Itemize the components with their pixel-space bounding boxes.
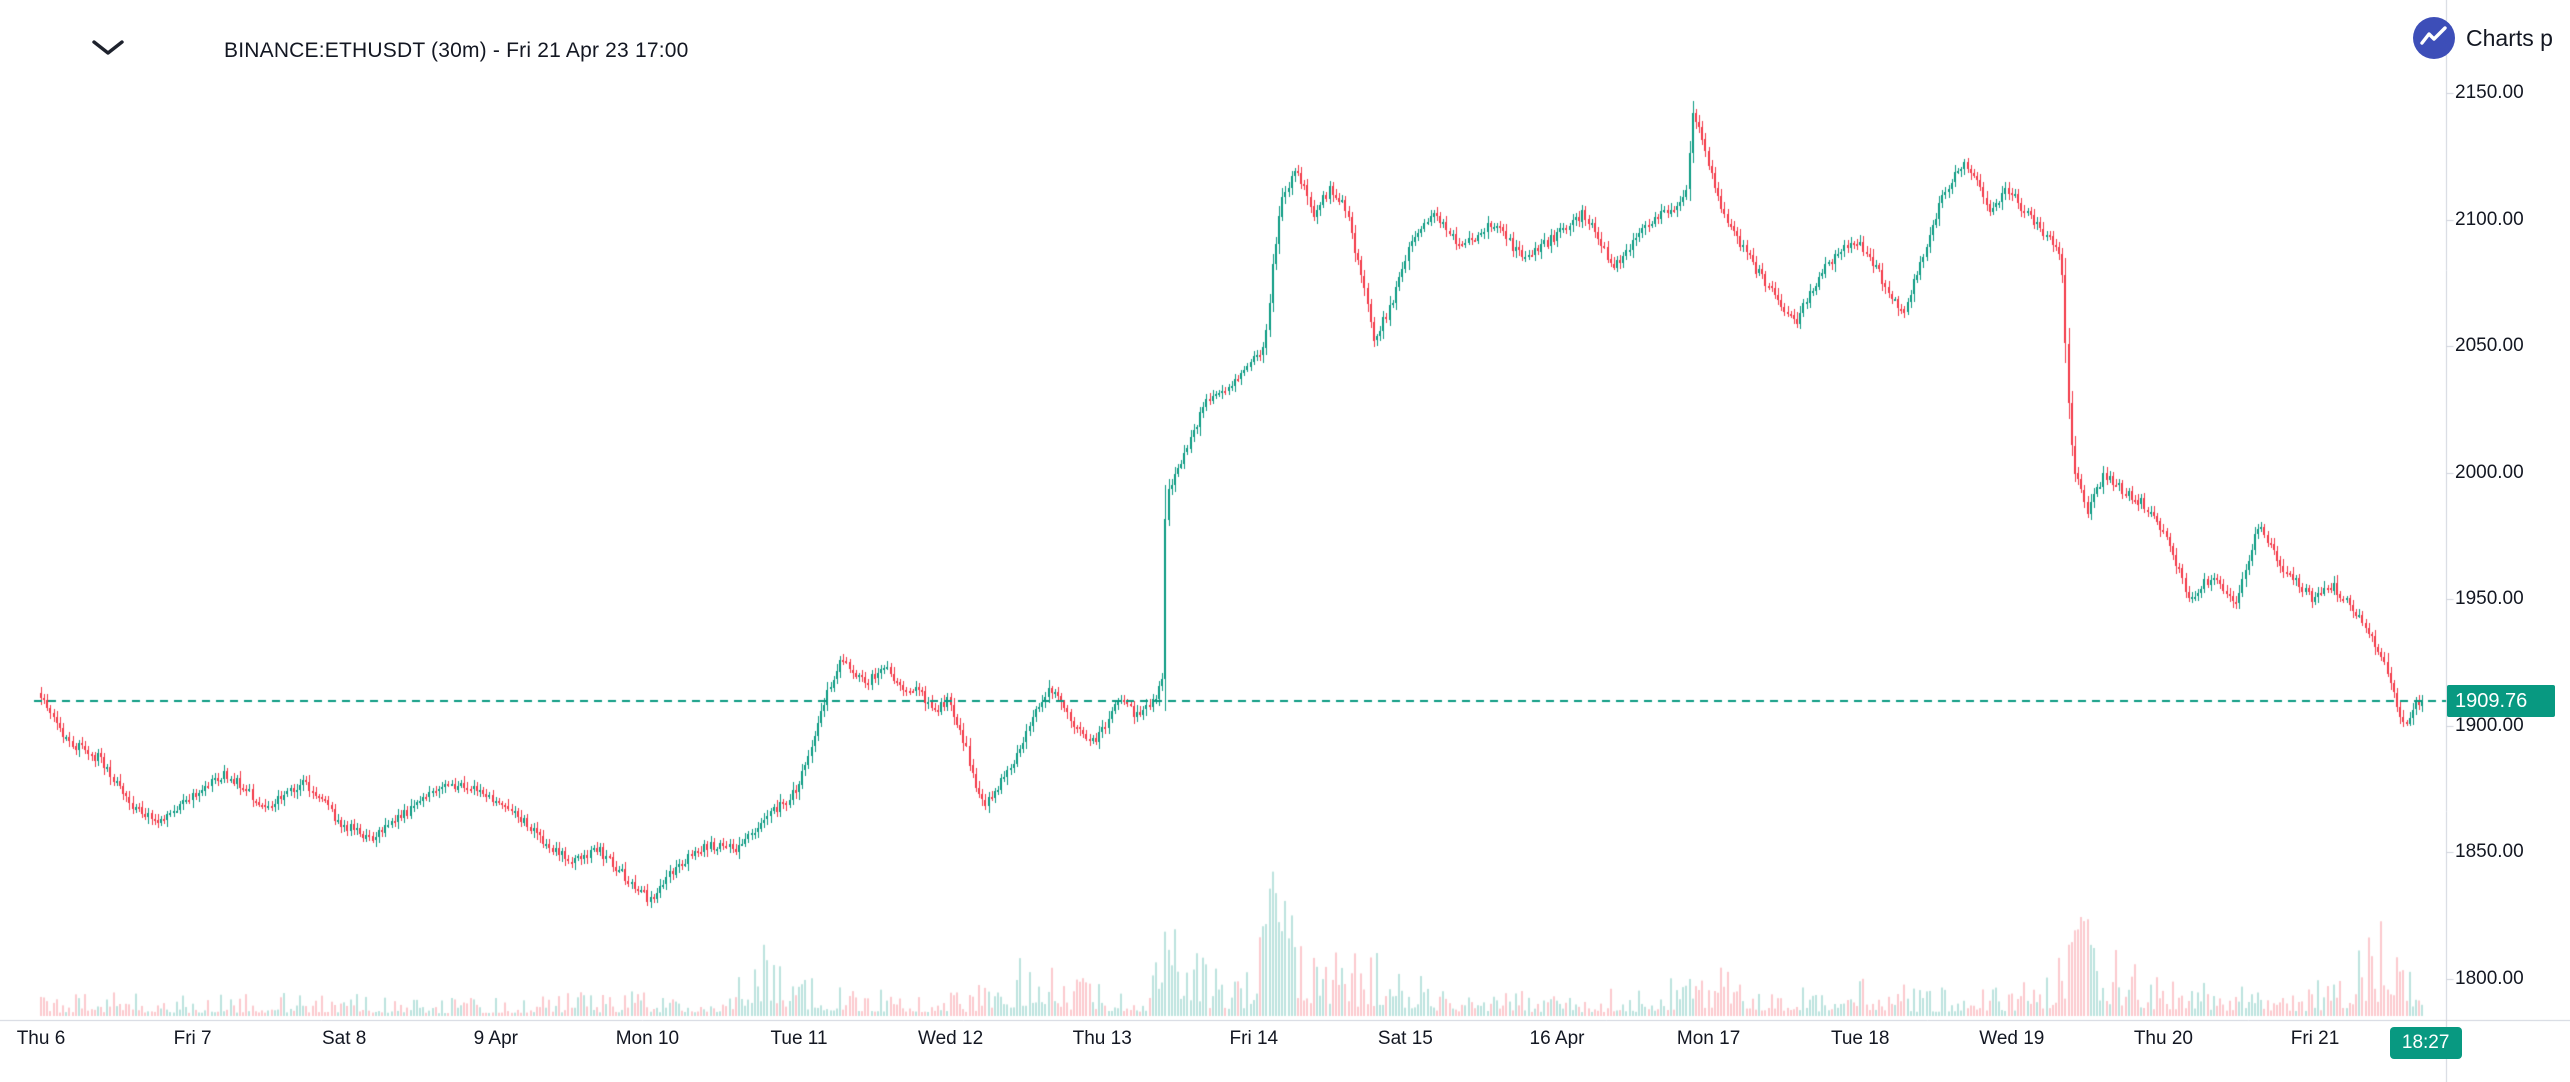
price-axis-label: 1950.00 [2455,588,2524,610]
time-axis-label: Sat 8 [322,1028,367,1049]
time-axis-label: Tue 18 [1830,1028,1890,1049]
time-axis-label: Wed 12 [918,1028,984,1049]
symbol-collapse-button[interactable] [88,36,128,62]
price-axis-label: 1850.00 [2455,841,2524,863]
last-price-badge: 1909.76 [2447,685,2555,718]
chart-title: BINANCE:ETHUSDT (30m) - Fri 21 Apr 23 17… [224,39,689,62]
price-axis-label: 2150.00 [2455,82,2524,103]
price-axis-label: 1800.00 [2455,968,2524,989]
price-axis[interactable]: 2150.00 2100.00 2050.00 2000.00 1950.00 1900.… [2447,0,2570,1020]
time-axis-label: Thu 13 [1072,1028,1132,1049]
time-axis-label: 9 Apr [473,1028,518,1049]
time-axis-label: Thu 20 [2133,1028,2193,1049]
time-axis[interactable]: Thu 6 Fri 7 Sat 8 9 Apr Mon 10 Tue 11 Wed 12 Th… [0,1021,2570,1082]
time-axis-label: Thu 6 [16,1028,66,1049]
tradingview-logo-icon [2413,17,2455,59]
price-axis-label: 2050.00 [2455,335,2524,357]
chevron-down-icon [92,39,124,55]
last-bar-time-badge: 18:27 [2389,1027,2462,1059]
time-axis-label: Fri 21 [2290,1028,2340,1049]
time-axis-label: Fri 14 [1229,1028,1279,1049]
time-axis-label: Mon 10 [615,1028,680,1049]
time-axis-label: Tue 11 [770,1028,828,1049]
price-axis-label: 2100.00 [2455,208,2524,230]
price-axis-label: 1900.00 [2455,714,2524,736]
tradingview-attribution-link[interactable]: Charts p [2412,16,2553,60]
time-axis-label: Sat 15 [1377,1028,1433,1049]
time-axis-label: Fri 7 [173,1028,212,1049]
attribution-label[interactable]: Charts p [2466,24,2553,51]
time-axis-label: Mon 17 [1676,1028,1741,1049]
price-axis-label: 2000.00 [2455,461,2524,483]
time-axis-label: 16 Apr [1529,1028,1585,1049]
time-axis-label: Wed 19 [1979,1028,2045,1049]
